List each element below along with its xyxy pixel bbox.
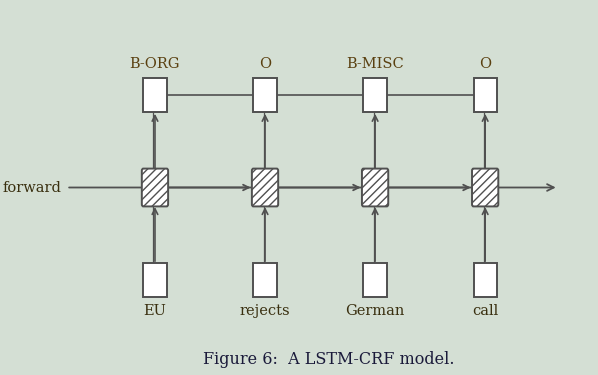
Text: EU: EU: [144, 304, 166, 318]
FancyBboxPatch shape: [252, 169, 278, 206]
FancyBboxPatch shape: [362, 169, 388, 206]
Text: rejects: rejects: [240, 304, 291, 318]
FancyBboxPatch shape: [474, 78, 497, 112]
FancyBboxPatch shape: [364, 263, 387, 297]
FancyBboxPatch shape: [142, 169, 168, 206]
Text: O: O: [479, 57, 491, 70]
FancyBboxPatch shape: [254, 263, 277, 297]
FancyBboxPatch shape: [254, 78, 277, 112]
Text: call: call: [472, 304, 498, 318]
Text: B-ORG: B-ORG: [130, 57, 180, 70]
Text: B-MISC: B-MISC: [346, 57, 404, 70]
Text: German: German: [346, 304, 405, 318]
FancyBboxPatch shape: [144, 78, 167, 112]
Text: forward: forward: [2, 180, 62, 195]
FancyBboxPatch shape: [144, 263, 167, 297]
FancyBboxPatch shape: [474, 263, 497, 297]
Text: O: O: [259, 57, 271, 70]
Text: Figure 6:  A LSTM-CRF model.: Figure 6: A LSTM-CRF model.: [203, 351, 455, 368]
FancyBboxPatch shape: [364, 78, 387, 112]
FancyBboxPatch shape: [472, 169, 498, 206]
